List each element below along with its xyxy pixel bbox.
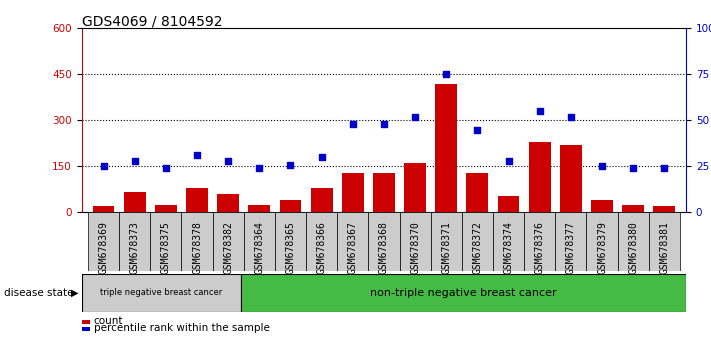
- Text: GSM678365: GSM678365: [286, 221, 296, 274]
- Bar: [150, 212, 181, 271]
- Bar: [155, 205, 177, 212]
- Bar: [560, 145, 582, 212]
- Bar: [244, 212, 275, 271]
- Bar: [591, 200, 613, 212]
- Bar: [373, 172, 395, 212]
- Bar: [400, 212, 431, 271]
- Bar: [306, 212, 337, 271]
- Bar: [248, 205, 270, 212]
- Bar: [498, 195, 520, 212]
- Text: GDS4069 / 8104592: GDS4069 / 8104592: [82, 14, 223, 28]
- Point: [534, 108, 545, 114]
- Text: GSM678364: GSM678364: [255, 221, 264, 274]
- Text: GSM678370: GSM678370: [410, 221, 420, 274]
- Text: GSM678377: GSM678377: [566, 221, 576, 274]
- Text: GSM678381: GSM678381: [659, 221, 669, 274]
- Bar: [119, 212, 150, 271]
- Bar: [218, 194, 239, 212]
- Bar: [466, 172, 488, 212]
- Point: [129, 158, 140, 164]
- Text: disease state: disease state: [4, 288, 73, 298]
- Point: [223, 158, 234, 164]
- Bar: [275, 212, 306, 271]
- Text: percentile rank within the sample: percentile rank within the sample: [94, 323, 269, 333]
- Point: [410, 114, 421, 120]
- Text: GSM678380: GSM678380: [628, 221, 638, 274]
- Point: [658, 165, 670, 171]
- Bar: [213, 212, 244, 271]
- Text: triple negative breast cancer: triple negative breast cancer: [100, 289, 223, 297]
- Point: [98, 164, 109, 169]
- Bar: [435, 84, 457, 212]
- Bar: [92, 206, 114, 212]
- Point: [191, 153, 203, 158]
- Bar: [462, 212, 493, 271]
- Point: [316, 154, 327, 160]
- Bar: [404, 163, 426, 212]
- Bar: [311, 188, 333, 212]
- Text: GSM678378: GSM678378: [192, 221, 202, 274]
- Bar: [618, 212, 648, 271]
- Point: [503, 158, 514, 164]
- Point: [254, 165, 265, 171]
- Point: [471, 127, 483, 132]
- Text: GSM678382: GSM678382: [223, 221, 233, 274]
- Bar: [279, 200, 301, 212]
- Text: GSM678375: GSM678375: [161, 221, 171, 274]
- Bar: [529, 142, 550, 212]
- Point: [347, 121, 358, 127]
- Point: [565, 114, 577, 120]
- Text: GSM678371: GSM678371: [442, 221, 451, 274]
- Text: GSM678366: GSM678366: [316, 221, 326, 274]
- Text: GSM678374: GSM678374: [503, 221, 513, 274]
- Point: [628, 165, 639, 171]
- Text: GSM678372: GSM678372: [472, 221, 482, 274]
- Bar: [88, 212, 119, 271]
- Bar: [493, 212, 524, 271]
- Text: GSM678376: GSM678376: [535, 221, 545, 274]
- Bar: [82, 274, 241, 312]
- Bar: [337, 212, 368, 271]
- Bar: [181, 212, 213, 271]
- Bar: [368, 212, 400, 271]
- Text: non-triple negative breast cancer: non-triple negative breast cancer: [370, 288, 557, 298]
- Bar: [342, 172, 364, 212]
- Text: GSM678379: GSM678379: [597, 221, 607, 274]
- Point: [285, 162, 296, 167]
- Bar: [524, 212, 555, 271]
- Bar: [431, 212, 462, 271]
- Bar: [241, 274, 686, 312]
- Point: [441, 72, 452, 77]
- Point: [378, 121, 390, 127]
- Bar: [587, 212, 618, 271]
- Text: GSM678367: GSM678367: [348, 221, 358, 274]
- Bar: [555, 212, 587, 271]
- Text: GSM678369: GSM678369: [99, 221, 109, 274]
- Text: GSM678368: GSM678368: [379, 221, 389, 274]
- Text: ▶: ▶: [70, 288, 78, 298]
- Bar: [622, 205, 644, 212]
- Bar: [653, 206, 675, 212]
- Bar: [648, 212, 680, 271]
- Bar: [186, 188, 208, 212]
- Point: [597, 164, 608, 169]
- Text: count: count: [94, 316, 123, 326]
- Bar: [124, 193, 146, 212]
- Point: [160, 165, 171, 171]
- Text: GSM678373: GSM678373: [129, 221, 140, 274]
